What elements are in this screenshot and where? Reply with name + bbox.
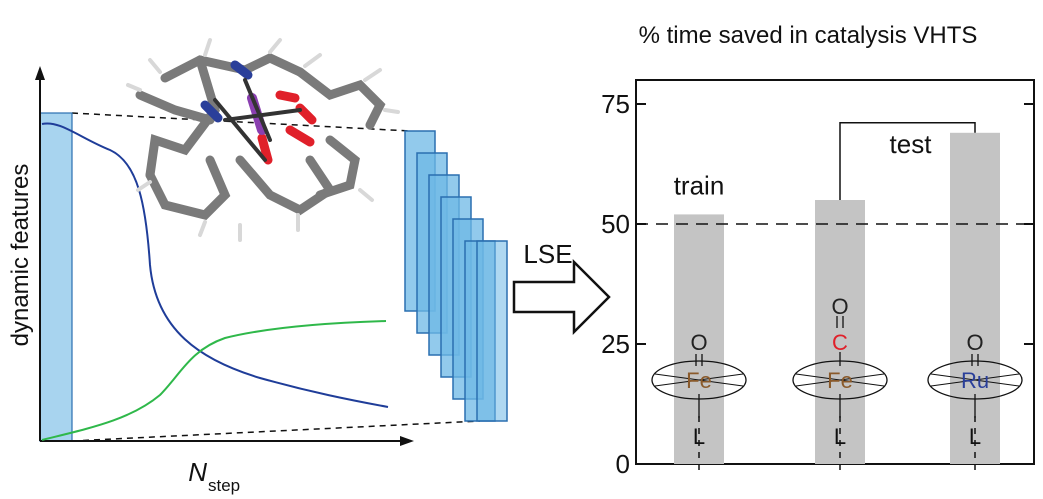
molecule-image bbox=[126, 38, 400, 242]
catalyst-structure: Ru L O bbox=[927, 330, 1023, 470]
y-tick-label: 0 bbox=[616, 449, 630, 479]
blue-feature-curve bbox=[41, 122, 389, 408]
projection-line-bottom bbox=[71, 420, 481, 442]
oxygen-label: O bbox=[690, 330, 707, 355]
oxygen-label: O bbox=[966, 330, 983, 355]
lse-label: LSE bbox=[523, 239, 572, 269]
window-stack bbox=[404, 130, 508, 422]
y-tick-label: 50 bbox=[601, 209, 630, 239]
left-panel: dynamic features N step bbox=[7, 38, 508, 495]
metal-label: Fe bbox=[827, 368, 853, 393]
x-axis-label-subscript: step bbox=[208, 476, 240, 495]
x-axis-label: N bbox=[188, 457, 207, 487]
green-feature-curve bbox=[41, 320, 387, 441]
catalyst-structure: Fe L CO bbox=[792, 294, 888, 470]
ligand-bond bbox=[795, 373, 885, 387]
ligand-label: L bbox=[693, 424, 705, 449]
projection-line-top bbox=[71, 112, 411, 132]
block-arrow bbox=[512, 258, 611, 336]
bar bbox=[674, 214, 724, 464]
metal-label: Fe bbox=[686, 368, 712, 393]
catalyst-structure: Fe L O bbox=[651, 330, 747, 470]
y-axis-arrowhead bbox=[35, 66, 45, 80]
train-annotation: train bbox=[674, 170, 725, 200]
stack-window-7 bbox=[476, 240, 508, 422]
lse-arrow: LSE bbox=[512, 239, 611, 336]
ligand-bond bbox=[654, 373, 744, 387]
y-tick-label: 25 bbox=[601, 329, 630, 359]
test-annotation: test bbox=[890, 129, 933, 159]
ligand-bond bbox=[930, 373, 1020, 387]
y-tick-label: 75 bbox=[601, 89, 630, 119]
y-ticks: 0 25 50 75 bbox=[601, 89, 1034, 479]
carbon-label: C bbox=[832, 330, 848, 355]
ligand-label: L bbox=[969, 424, 981, 449]
window-rect bbox=[39, 112, 73, 442]
ligand-label: L bbox=[834, 424, 846, 449]
x-axis-arrowhead bbox=[400, 436, 414, 446]
oxygen-label: O bbox=[831, 294, 848, 319]
chart-title: % time saved in catalysis VHTS bbox=[639, 22, 978, 49]
right-panel: % time saved in catalysis VHTS 0 25 50 75 t… bbox=[601, 22, 1035, 479]
test-bracket bbox=[839, 122, 976, 200]
metal-label: Ru bbox=[961, 368, 989, 393]
y-axis-label: dynamic features bbox=[7, 164, 34, 347]
